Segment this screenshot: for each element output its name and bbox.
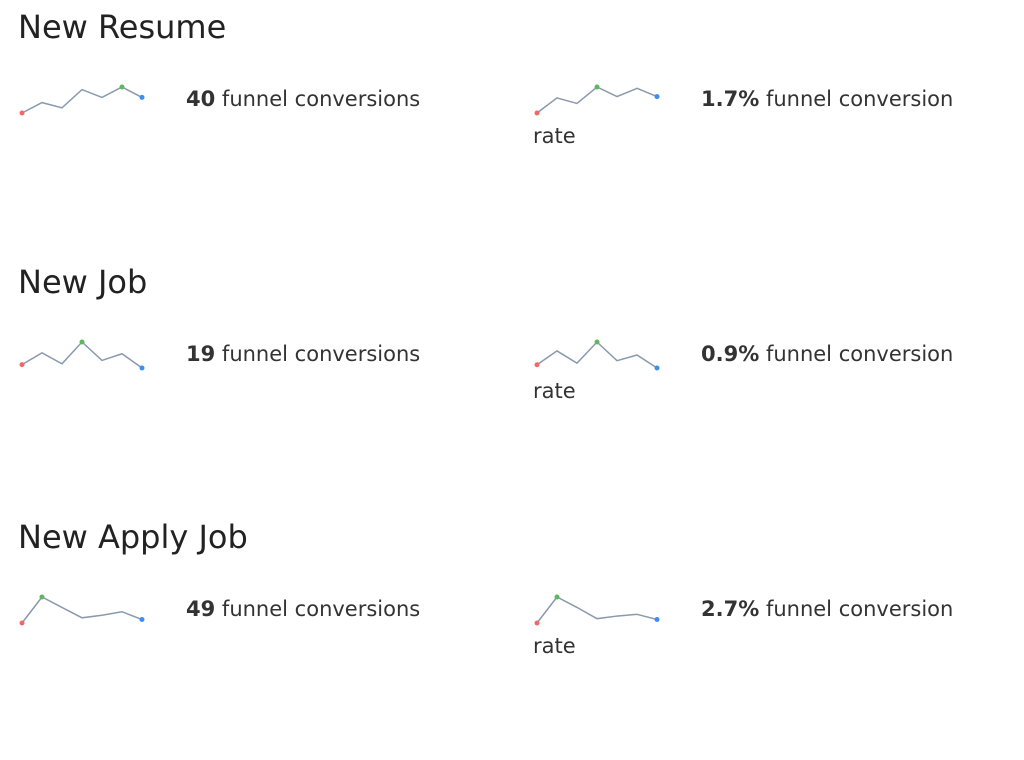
sparkline-line [536, 596, 658, 624]
sparkline-line [21, 86, 143, 114]
sparkline [19, 339, 145, 371]
sparkline-line [536, 340, 658, 369]
metric-label: funnel conversion rate [533, 87, 954, 148]
sparkline-marker [39, 594, 45, 600]
section-title: New Resume [18, 8, 227, 46]
sparkline-marker [554, 594, 560, 600]
sparkline-marker [19, 110, 25, 116]
metric-label: funnel conversions [221, 87, 421, 111]
sparkline [534, 594, 660, 626]
page: New Resume 40 funnel conversions 1.7% funn… [0, 0, 1024, 658]
metric: 19 funnel conversions [18, 336, 468, 373]
funnel-section: New Apply Job 49 funnel conversions 2.7% f… [0, 510, 1024, 760]
sparkline-marker [654, 617, 660, 623]
sparkline-marker [79, 339, 85, 345]
sparkline-marker [19, 362, 25, 368]
metric-value: 0.9% [701, 342, 760, 366]
sparkline [534, 339, 660, 371]
metric: 1.7% funnel conversion rate [533, 81, 983, 155]
sparkline-marker [534, 362, 540, 368]
metric-value: 19 [186, 342, 216, 366]
sparkline-line [21, 596, 143, 624]
sparkline-marker [139, 617, 145, 623]
sparkline-marker [139, 365, 145, 371]
sparkline [534, 84, 660, 116]
metric-value: 1.7% [701, 87, 760, 111]
metric: 2.7% funnel conversion rate [533, 591, 983, 665]
sparkline-line [536, 86, 658, 114]
metric-value: 49 [186, 597, 216, 621]
sparkline-marker [594, 339, 600, 345]
sparkline-marker [534, 110, 540, 116]
funnel-section: New Job 19 funnel conversions 0.9% funnel … [0, 255, 1024, 505]
metric-label: funnel conversion rate [533, 342, 954, 403]
funnel-section: New Resume 40 funnel conversions 1.7% funn… [0, 0, 1024, 250]
metric-label: funnel conversions [221, 597, 421, 621]
sparkline-marker [119, 84, 125, 90]
section-title: New Job [18, 263, 148, 301]
sparkline-marker [654, 365, 660, 371]
sparkline-marker [594, 84, 600, 90]
sparkline [19, 84, 145, 116]
metric-value: 2.7% [701, 597, 760, 621]
sparkline [19, 594, 145, 626]
sparkline-line [21, 340, 143, 369]
metric-label: funnel conversion rate [533, 597, 954, 658]
metric: 0.9% funnel conversion rate [533, 336, 983, 410]
sparkline-marker [534, 620, 540, 626]
metric: 40 funnel conversions [18, 81, 468, 118]
sparkline-marker [19, 620, 25, 626]
metric-value: 40 [186, 87, 216, 111]
sparkline-marker [654, 94, 660, 100]
section-title: New Apply Job [18, 518, 248, 556]
metric: 49 funnel conversions [18, 591, 468, 628]
sparkline-marker [139, 94, 145, 100]
metric-label: funnel conversions [221, 342, 421, 366]
